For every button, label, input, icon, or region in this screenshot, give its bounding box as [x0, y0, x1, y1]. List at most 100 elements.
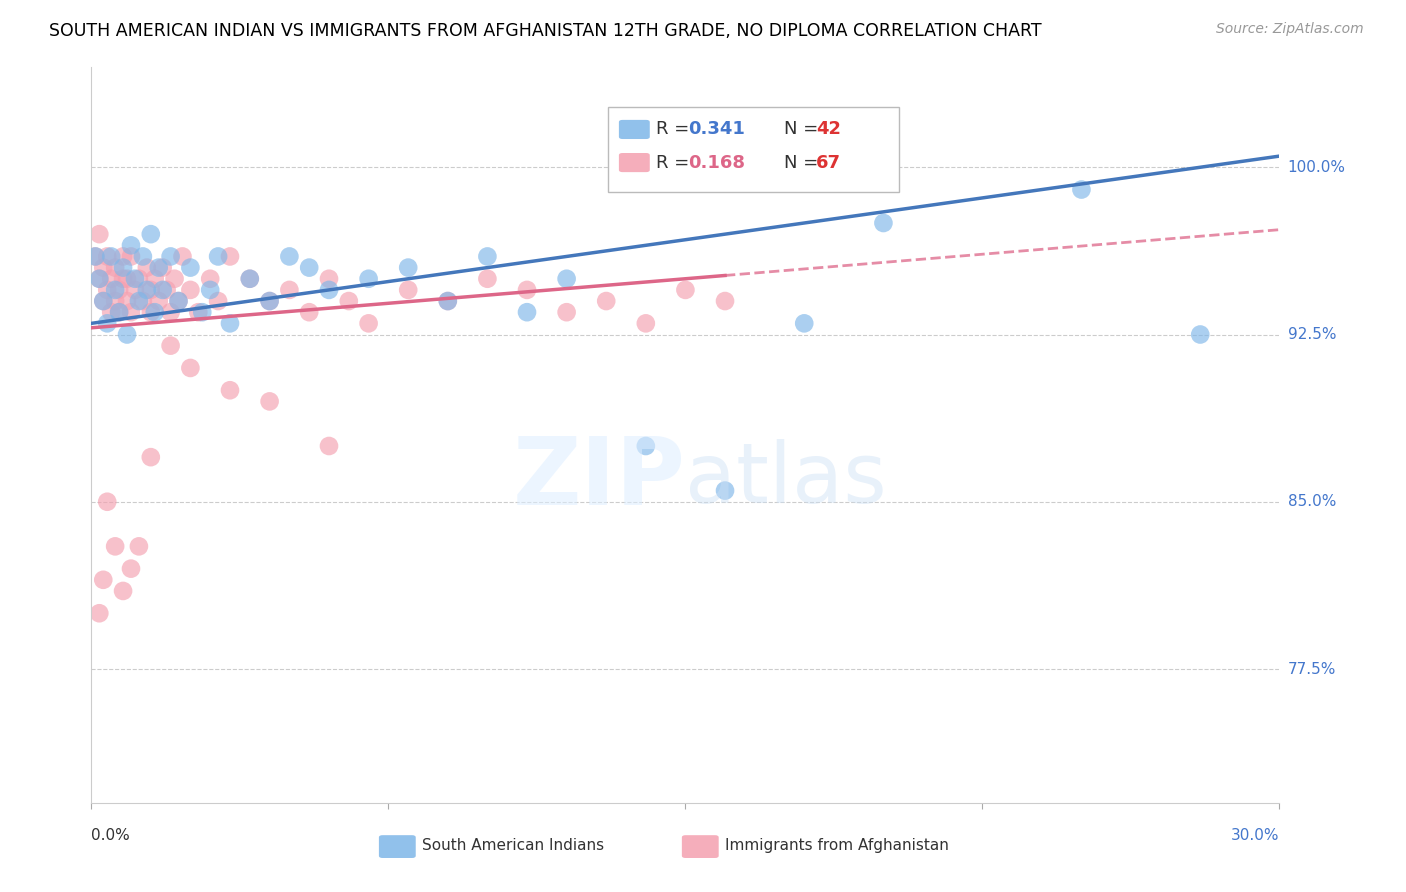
Text: R =: R = [655, 153, 695, 171]
Point [89, 607, 111, 621]
Point [132, 250, 155, 264]
Point [143, 305, 166, 319]
Point [278, 250, 301, 264]
Point [112, 250, 135, 264]
Text: 100.0%: 100.0% [1288, 160, 1346, 175]
Point [115, 327, 138, 342]
Point [89, 227, 111, 242]
Point [159, 305, 181, 319]
Point [89, 271, 111, 285]
Point [179, 283, 201, 297]
Point [259, 294, 281, 309]
Text: 92.5%: 92.5% [1288, 327, 1336, 342]
Point [120, 562, 142, 576]
FancyBboxPatch shape [619, 120, 650, 139]
Point [135, 260, 157, 275]
Point [108, 305, 131, 319]
Text: 30.0%: 30.0% [1232, 828, 1279, 843]
Point [152, 260, 174, 275]
Point [396, 260, 419, 275]
Point [1070, 183, 1092, 197]
Point [318, 439, 340, 453]
Point [259, 394, 281, 409]
Point [163, 271, 186, 285]
Point [139, 283, 162, 297]
Point [104, 540, 127, 554]
Point [239, 271, 262, 285]
Point [112, 271, 135, 285]
Point [298, 305, 321, 319]
Point [436, 294, 458, 309]
Point [187, 305, 209, 319]
Text: SOUTH AMERICAN INDIAN VS IMMIGRANTS FROM AFGHANISTAN 12TH GRADE, NO DIPLOMA CORR: SOUTH AMERICAN INDIAN VS IMMIGRANTS FROM… [49, 22, 1042, 40]
Point [152, 283, 174, 297]
Point [172, 250, 194, 264]
Point [396, 283, 419, 297]
Point [219, 250, 242, 264]
Point [96, 283, 118, 297]
Point [120, 250, 142, 264]
Point [143, 271, 166, 285]
Text: 85.0%: 85.0% [1288, 494, 1336, 509]
Point [91, 294, 114, 309]
Text: Immigrants from Afghanistan: Immigrants from Afghanistan [724, 838, 949, 853]
FancyBboxPatch shape [378, 835, 416, 858]
Point [278, 283, 301, 297]
Point [128, 271, 150, 285]
Point [337, 294, 360, 309]
Text: ZIP: ZIP [513, 433, 685, 525]
Point [436, 294, 458, 309]
Point [179, 361, 201, 376]
Point [673, 283, 696, 297]
Point [100, 250, 122, 264]
Point [89, 271, 111, 285]
Text: 0.168: 0.168 [688, 153, 745, 171]
FancyBboxPatch shape [609, 107, 900, 192]
Point [207, 250, 229, 264]
Point [357, 316, 380, 330]
Point [200, 271, 222, 285]
Point [120, 238, 142, 252]
Text: 0.341: 0.341 [688, 120, 745, 138]
Point [139, 305, 162, 319]
Point [96, 495, 118, 509]
Point [96, 250, 118, 264]
Point [148, 294, 170, 309]
Point [793, 316, 815, 330]
Point [167, 294, 190, 309]
Point [100, 271, 122, 285]
Point [128, 294, 150, 309]
Point [156, 283, 179, 297]
Point [115, 294, 138, 309]
Text: 0.0%: 0.0% [91, 828, 131, 843]
Text: R =: R = [655, 120, 695, 138]
Point [872, 216, 894, 230]
Point [357, 271, 380, 285]
Point [259, 294, 281, 309]
Text: Source: ZipAtlas.com: Source: ZipAtlas.com [1216, 22, 1364, 37]
Point [634, 316, 657, 330]
Point [96, 316, 118, 330]
Point [84, 250, 107, 264]
Point [120, 305, 142, 319]
Point [179, 260, 201, 275]
Point [318, 283, 340, 297]
Point [135, 283, 157, 297]
Point [219, 316, 242, 330]
Point [148, 260, 170, 275]
Point [595, 294, 617, 309]
Point [139, 450, 162, 465]
Point [115, 271, 138, 285]
Text: South American Indians: South American Indians [422, 838, 603, 853]
Point [159, 250, 181, 264]
Point [91, 294, 114, 309]
Point [104, 283, 127, 297]
Point [634, 439, 657, 453]
Point [714, 294, 737, 309]
FancyBboxPatch shape [682, 835, 718, 858]
Point [555, 271, 578, 285]
Point [516, 305, 538, 319]
Point [191, 305, 214, 319]
Point [318, 271, 340, 285]
Text: N =: N = [785, 120, 824, 138]
